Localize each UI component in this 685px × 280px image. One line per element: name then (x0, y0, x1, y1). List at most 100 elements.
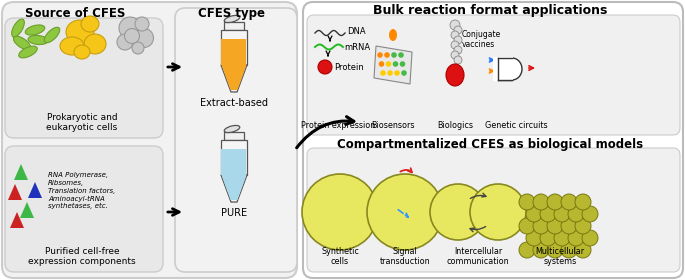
Circle shape (302, 174, 378, 250)
Polygon shape (10, 212, 24, 228)
Ellipse shape (74, 45, 90, 59)
Circle shape (568, 230, 584, 246)
Circle shape (533, 242, 549, 258)
FancyBboxPatch shape (5, 146, 163, 272)
Circle shape (575, 194, 591, 210)
Text: Extract-based: Extract-based (200, 98, 268, 108)
Polygon shape (221, 175, 247, 200)
FancyBboxPatch shape (221, 39, 247, 65)
Ellipse shape (389, 29, 397, 41)
Polygon shape (8, 184, 22, 200)
Polygon shape (20, 202, 34, 218)
Circle shape (125, 29, 140, 43)
Circle shape (379, 61, 384, 67)
Polygon shape (221, 175, 247, 202)
Circle shape (430, 184, 486, 240)
Circle shape (132, 42, 144, 54)
FancyBboxPatch shape (224, 132, 244, 140)
Ellipse shape (502, 58, 522, 80)
Circle shape (470, 184, 526, 240)
Text: CFES type: CFES type (199, 7, 266, 20)
Circle shape (391, 52, 397, 58)
Text: Bulk reaction format applications: Bulk reaction format applications (373, 4, 607, 17)
Circle shape (367, 174, 443, 250)
Text: Biologics: Biologics (437, 121, 473, 130)
Text: Intercellular
communication: Intercellular communication (447, 247, 510, 266)
Ellipse shape (66, 20, 94, 44)
FancyBboxPatch shape (493, 57, 513, 81)
Circle shape (554, 230, 570, 246)
Circle shape (561, 242, 577, 258)
Circle shape (119, 17, 141, 39)
Ellipse shape (14, 36, 31, 50)
Text: Biosensors: Biosensors (371, 121, 414, 130)
FancyBboxPatch shape (221, 149, 247, 175)
FancyBboxPatch shape (221, 30, 247, 65)
Text: Genetic circuits: Genetic circuits (485, 121, 547, 130)
Circle shape (450, 20, 460, 30)
Text: mRNA: mRNA (344, 43, 370, 52)
Circle shape (561, 218, 577, 234)
Circle shape (582, 230, 598, 246)
FancyBboxPatch shape (2, 2, 297, 278)
Circle shape (134, 29, 153, 48)
FancyBboxPatch shape (307, 15, 680, 135)
Circle shape (384, 52, 390, 58)
FancyBboxPatch shape (221, 140, 247, 175)
Circle shape (533, 194, 549, 210)
FancyBboxPatch shape (498, 58, 512, 80)
Text: Synthetic
cells: Synthetic cells (321, 247, 359, 266)
Circle shape (547, 242, 563, 258)
Circle shape (554, 206, 570, 222)
Text: RNA Polymerase,
Ribsomes,
Translation factors,
Aminoacyl-tRNA
synthetases, etc.: RNA Polymerase, Ribsomes, Translation fa… (48, 172, 115, 209)
Circle shape (526, 230, 542, 246)
FancyBboxPatch shape (307, 148, 680, 272)
Ellipse shape (81, 16, 99, 32)
Text: Conjugate
vaccines: Conjugate vaccines (462, 30, 501, 49)
Circle shape (519, 194, 535, 210)
Circle shape (393, 61, 398, 67)
Ellipse shape (60, 37, 84, 55)
Circle shape (533, 218, 549, 234)
Text: Source of CFES: Source of CFES (25, 7, 125, 20)
Circle shape (451, 41, 459, 49)
Circle shape (318, 60, 332, 74)
Circle shape (454, 36, 462, 44)
Circle shape (561, 194, 577, 210)
Ellipse shape (28, 36, 48, 45)
FancyBboxPatch shape (175, 8, 297, 272)
Circle shape (575, 242, 591, 258)
Circle shape (568, 206, 584, 222)
Circle shape (547, 194, 563, 210)
Text: PURE: PURE (221, 208, 247, 218)
FancyBboxPatch shape (224, 22, 244, 30)
Ellipse shape (224, 15, 240, 23)
Circle shape (117, 34, 133, 50)
Circle shape (526, 206, 542, 222)
Circle shape (454, 56, 462, 64)
Circle shape (377, 52, 383, 58)
Ellipse shape (25, 25, 45, 35)
Polygon shape (28, 182, 42, 198)
Circle shape (451, 31, 459, 39)
Circle shape (519, 218, 535, 234)
Circle shape (454, 46, 462, 54)
Ellipse shape (45, 27, 60, 43)
Circle shape (454, 26, 462, 34)
Text: Compartmentalized CFES as biological models: Compartmentalized CFES as biological mod… (337, 138, 643, 151)
Circle shape (540, 230, 556, 246)
Ellipse shape (18, 46, 37, 58)
Circle shape (380, 70, 386, 76)
Circle shape (519, 242, 535, 258)
Circle shape (401, 70, 407, 76)
Polygon shape (221, 65, 247, 90)
Text: Protein: Protein (334, 62, 364, 71)
Text: Purified cell-free
expression components: Purified cell-free expression components (28, 247, 136, 266)
Text: Protein expression: Protein expression (301, 121, 375, 130)
Circle shape (135, 17, 149, 31)
Text: Signal
transduction: Signal transduction (379, 247, 430, 266)
Text: Prokaryotic and
eukaryotic cells: Prokaryotic and eukaryotic cells (47, 113, 118, 132)
Circle shape (386, 61, 391, 67)
Ellipse shape (12, 19, 25, 37)
Circle shape (398, 52, 403, 58)
